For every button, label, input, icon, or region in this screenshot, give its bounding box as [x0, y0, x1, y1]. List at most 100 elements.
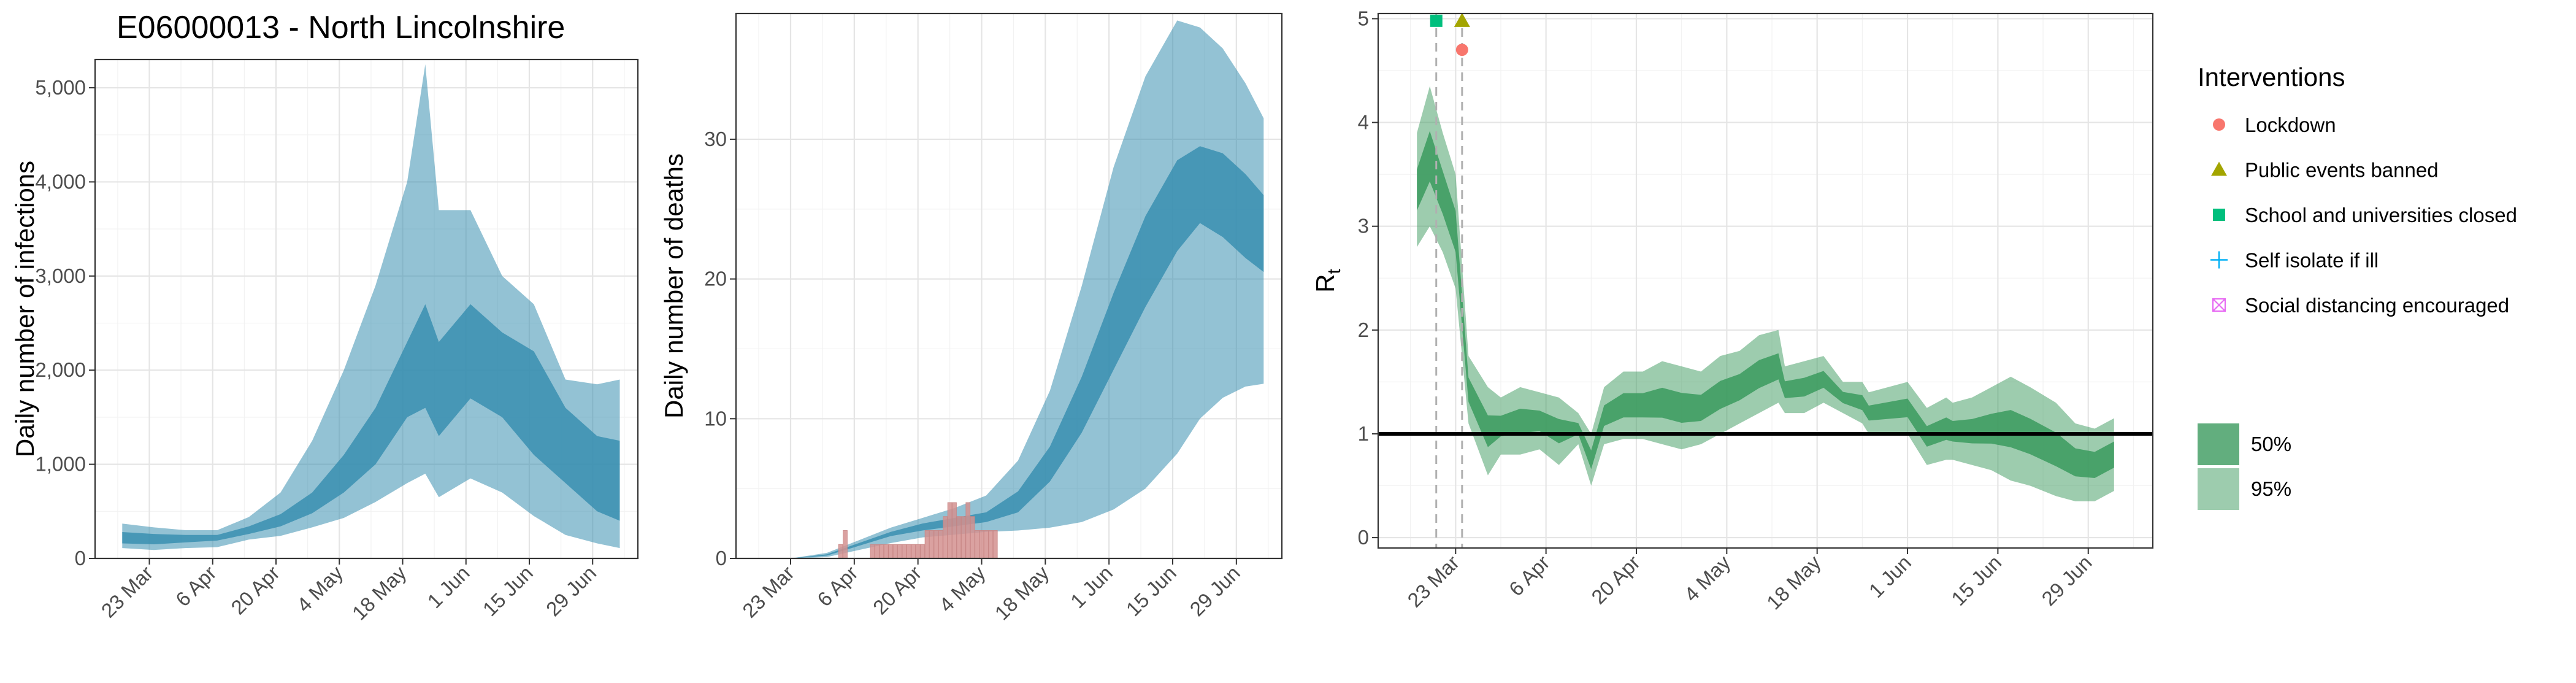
x-tick-label: 29 Jun	[2037, 551, 2096, 610]
legend-band-key	[2198, 468, 2239, 510]
y-tick-label: 0	[75, 547, 86, 569]
y-axis-title: Daily number of deaths	[659, 153, 688, 419]
observed-death-bar	[838, 544, 843, 559]
marker-public-events	[1454, 12, 1470, 27]
observed-death-bar	[961, 516, 966, 559]
observed-death-bar	[938, 530, 943, 559]
y-tick-label: 3	[1358, 215, 1369, 237]
x-tick-label: 29 Jun	[1186, 561, 1244, 620]
observed-death-bar	[992, 530, 998, 559]
x-tick-label: 23 Mar	[1403, 551, 1463, 612]
observed-death-bar	[943, 516, 948, 559]
y-tick-label: 10	[704, 407, 727, 430]
observed-death-bar	[902, 544, 907, 559]
band-95-deaths	[763, 20, 1264, 558]
x-tick-label: 18 May	[1762, 550, 1825, 614]
legend-title: Interventions	[2198, 63, 2345, 91]
y-tick-label: 1,000	[35, 453, 86, 476]
y-tick-label: 0	[1358, 526, 1369, 549]
x-tick-label: 18 May	[348, 561, 411, 624]
x-tick-label: 4 May	[292, 561, 347, 616]
x-tick-label: 6 Apr	[813, 561, 862, 611]
x-tick-label: 4 May	[935, 561, 990, 616]
legend-band-label: 95%	[2251, 477, 2291, 500]
panel-infections: 0 1,000 2,000 3,000 4,000 5,000 23 Mar 6 Apr 20 …	[10, 58, 639, 624]
band-95-infections	[122, 64, 620, 550]
panel-deaths: 0 10 20 30 23 Mar 6 Apr 20 Apr 4 May 18 May 1 Jun…	[659, 12, 1283, 624]
observed-death-bar	[907, 544, 911, 559]
panel-border	[1377, 12, 2154, 549]
grid	[1378, 14, 2153, 548]
y-tick-label: 3,000	[35, 264, 86, 287]
observed-death-bar	[956, 516, 962, 559]
observed-death-bar	[965, 502, 971, 559]
observed-death-bar	[924, 530, 930, 559]
plot-title: E06000013 - North Lincolnshire	[117, 10, 565, 45]
y-tick-label: 5,000	[35, 76, 86, 99]
y-axis-title: Daily number of infections	[10, 161, 39, 457]
y-tick-label: 2	[1358, 318, 1369, 341]
legend-key-boxcross	[2212, 298, 2226, 312]
panel-border	[735, 12, 1283, 560]
x-tick-label: 20 Apr	[868, 561, 926, 619]
observed-death-bar	[970, 516, 975, 559]
legend-band-label: 50%	[2251, 433, 2291, 455]
x-tick-label: 4 May	[1680, 550, 1735, 606]
observed-death-bar	[988, 530, 994, 559]
y-tick-label: 0	[716, 547, 727, 569]
observed-death-bar	[892, 544, 898, 559]
x-tick-label: 18 May	[991, 561, 1054, 624]
legend-label: Social distancing encouraged	[2245, 294, 2509, 317]
y-tick-label: 5	[1358, 7, 1369, 29]
observed-death-bar	[897, 544, 902, 559]
x-tick-label: 1 Jun	[1865, 551, 1915, 602]
legend-label: Self isolate if ill	[2245, 249, 2379, 272]
legend-key-triangle	[2211, 161, 2227, 176]
observed-death-bar	[933, 530, 939, 559]
observed-death-bar	[870, 544, 875, 559]
y-tick-label: 30	[704, 128, 727, 150]
legend-label: Public events banned	[2245, 159, 2439, 182]
observed-death-bar	[929, 530, 934, 559]
band-50-rt	[1417, 131, 2114, 478]
observed-death-bar	[883, 544, 889, 559]
legend-key-circle	[2213, 118, 2225, 131]
observed-death-bar	[920, 544, 925, 559]
legend-label: Lockdown	[2245, 114, 2336, 136]
observed-death-bar	[952, 502, 957, 559]
x-tick-label: 1 Jun	[423, 561, 473, 612]
y-tick-label: 4	[1358, 111, 1369, 134]
y-tick-label: 20	[704, 268, 727, 290]
observed-death-bar	[947, 502, 953, 559]
observed-death-bar	[888, 544, 893, 559]
observed-death-bar	[979, 530, 984, 559]
y-tick-label: 1	[1358, 422, 1369, 445]
legend-label: School and universities closed	[2245, 204, 2517, 226]
y-tick-label: 2,000	[35, 358, 86, 381]
panel-border	[94, 58, 639, 560]
x-tick-label: 1 Jun	[1066, 561, 1117, 612]
y-axis-title: Rt	[1311, 269, 1344, 293]
observed-death-bar	[984, 530, 989, 559]
observed-death-bar	[915, 544, 921, 559]
observed-death-bar	[911, 544, 916, 559]
legend-key-square	[2213, 209, 2225, 221]
legend: Interventions Lockdown Public events banne…	[2198, 63, 2517, 510]
observed-death-bar	[975, 530, 979, 559]
x-tick-label: 23 Mar	[738, 561, 799, 622]
panel-rt: 0 1 2 3 4 5 23 Mar 6 Apr 20 Apr 4 May 18 May 1 Jun 1…	[1311, 7, 2154, 614]
marker-lockdown	[1455, 44, 1468, 56]
x-tick-label: 15 Jun	[1122, 561, 1181, 620]
x-tick-label: 23 Mar	[97, 561, 158, 622]
y-axis-subscript: t	[1324, 269, 1344, 274]
observed-death-bar	[843, 530, 848, 559]
observed-death-bar	[875, 544, 880, 559]
x-tick-label: 20 Apr	[226, 561, 284, 619]
band-50-deaths	[763, 146, 1264, 559]
x-tick-label: 20 Apr	[1587, 551, 1644, 609]
x-tick-label: 29 Jun	[542, 561, 600, 620]
y-tick-label: 4,000	[35, 170, 86, 193]
legend-key-plus	[2210, 251, 2228, 269]
observed-death-bar	[879, 544, 884, 559]
